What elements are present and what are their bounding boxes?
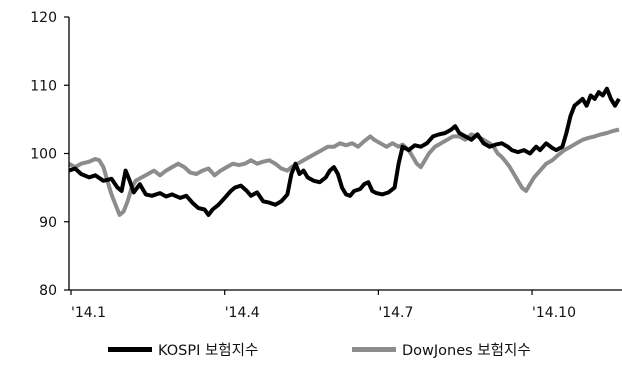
legend-label-dowjones: DowJones 보험지수: [402, 342, 531, 359]
x-tick-label: '14.7: [378, 305, 413, 321]
legend: KOSPI 보험지수 DowJones 보험지수: [0, 336, 622, 362]
y-tick-label: 100: [30, 147, 57, 163]
series-layer: [68, 86, 621, 217]
legend-label-kospi: KOSPI 보험지수: [158, 342, 259, 359]
series-line-kospi: [68, 86, 621, 217]
y-tick-label: 110: [30, 78, 57, 94]
legend-swatch-dowjones: [352, 346, 396, 352]
series-line-dowjones: [68, 127, 620, 217]
x-tick-label: '14.1: [71, 305, 106, 321]
legend-item-dowjones: DowJones 보험지수: [352, 336, 531, 362]
y-tick-label: 90: [39, 215, 57, 231]
x-axis-ticks: '14.1 '14.4 '14.7 '14.10: [70, 290, 576, 321]
y-tick-label: 80: [39, 283, 57, 299]
x-tick-label: '14.10: [532, 305, 576, 321]
legend-item-kospi: KOSPI 보험지수: [108, 336, 258, 362]
x-tick-label: '14.4: [225, 305, 260, 321]
legend-swatch-kospi: [108, 346, 152, 352]
y-axis-ticks: 80 90 100 110 120: [30, 10, 69, 299]
line-chart: 80 90 100 110 120 '14.1 '14.4 '14.7 '14.10: [30, 10, 622, 321]
y-tick-label: 120: [30, 10, 57, 26]
